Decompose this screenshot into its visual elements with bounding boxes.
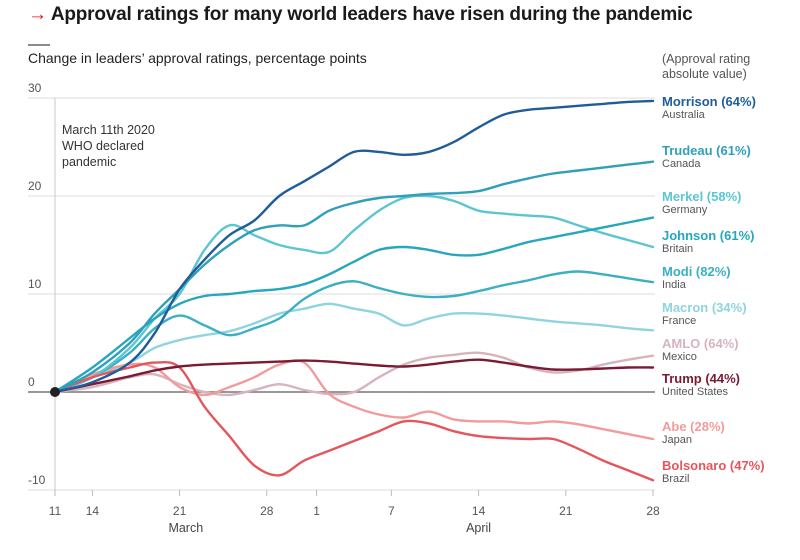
series-line-macron	[53, 302, 655, 394]
series-line-modi	[53, 270, 655, 394]
annotation-text: March 11th 2020	[62, 123, 155, 137]
absolute-value-note-line1: (Approval rating	[662, 52, 751, 66]
origin-dot	[50, 387, 60, 397]
country-label-johnson: Britain	[662, 243, 693, 255]
x-tick-label: 7	[388, 504, 395, 518]
leader-label-amlo: AMLO (64%)	[662, 336, 739, 351]
y-axis: -10 0 10 20 30	[28, 81, 46, 487]
x-tick-label: 14	[86, 504, 100, 518]
x-tick-label: 14	[472, 504, 486, 518]
series-line-amlo	[53, 351, 655, 397]
y-tick-label: 10	[28, 277, 42, 291]
country-label-trudeau: Canada	[662, 158, 701, 170]
country-label-amlo: Mexico	[662, 351, 697, 363]
x-tick-label: 21	[173, 504, 187, 518]
leader-label-trump: Trump (44%)	[662, 371, 740, 386]
country-label-modi: India	[662, 279, 687, 291]
month-label: April	[466, 521, 491, 535]
annotation: March 11th 2020 WHO declared pandemic	[62, 123, 155, 169]
series-line-morrison	[53, 99, 655, 394]
leader-label-morrison: Morrison (64%)	[662, 94, 756, 109]
title-divider	[28, 44, 50, 46]
series-line-trump	[53, 358, 655, 394]
country-label-abe: Japan	[662, 434, 692, 446]
chart-title: → Approval ratings for many world leaders…	[28, 4, 693, 26]
series-line-merkel	[53, 194, 655, 394]
y-tick-label: -10	[28, 473, 46, 487]
leader-label-bolsonaro: Bolsonaro (47%)	[662, 458, 765, 473]
y-tick-label: 20	[28, 179, 42, 193]
series-labels: Morrison (64%)Australia Trudeau (61%)Cana…	[662, 94, 765, 485]
leader-label-johnson: Johnson (61%)	[662, 228, 754, 243]
series-line-abe	[53, 359, 655, 441]
leader-label-macron: Macron (34%)	[662, 300, 747, 315]
x-tick-label: 11	[49, 504, 62, 518]
x-tick-label: 21	[559, 504, 573, 518]
series-lines	[50, 99, 655, 482]
absolute-value-note-line2: absolute value)	[662, 67, 747, 81]
chart-title-text: Approval ratings for many world leaders …	[50, 4, 693, 25]
country-label-macron: France	[662, 315, 696, 327]
annotation-text: WHO declared	[62, 139, 144, 153]
leader-label-modi: Modi (82%)	[662, 264, 731, 279]
country-label-merkel: Germany	[662, 204, 708, 216]
leader-label-abe: Abe (28%)	[662, 419, 725, 434]
country-label-trump: United States	[662, 386, 729, 398]
chart-subtitle: Change in leaders’ approval ratings, per…	[28, 50, 367, 66]
country-label-morrison: Australia	[662, 109, 706, 121]
leader-label-merkel: Merkel (58%)	[662, 189, 741, 204]
x-axis: 11 14 21 28 1 7 14 21 28 March April	[49, 490, 660, 535]
series-line-johnson	[53, 216, 655, 394]
country-label-bolsonaro: Brazil	[662, 473, 690, 485]
absolute-value-note: (Approval rating absolute value)	[662, 52, 750, 82]
x-tick-label: 1	[313, 504, 320, 518]
arrow-icon: →	[28, 4, 47, 25]
annotation-text: pandemic	[62, 155, 116, 169]
y-tick-label: 30	[28, 81, 42, 95]
month-label: March	[168, 521, 203, 535]
leader-label-trudeau: Trudeau (61%)	[662, 143, 751, 158]
gridlines	[28, 97, 655, 496]
y-tick-label: 0	[28, 375, 35, 389]
x-tick-label: 28	[646, 504, 660, 518]
x-tick-label: 28	[260, 504, 274, 518]
